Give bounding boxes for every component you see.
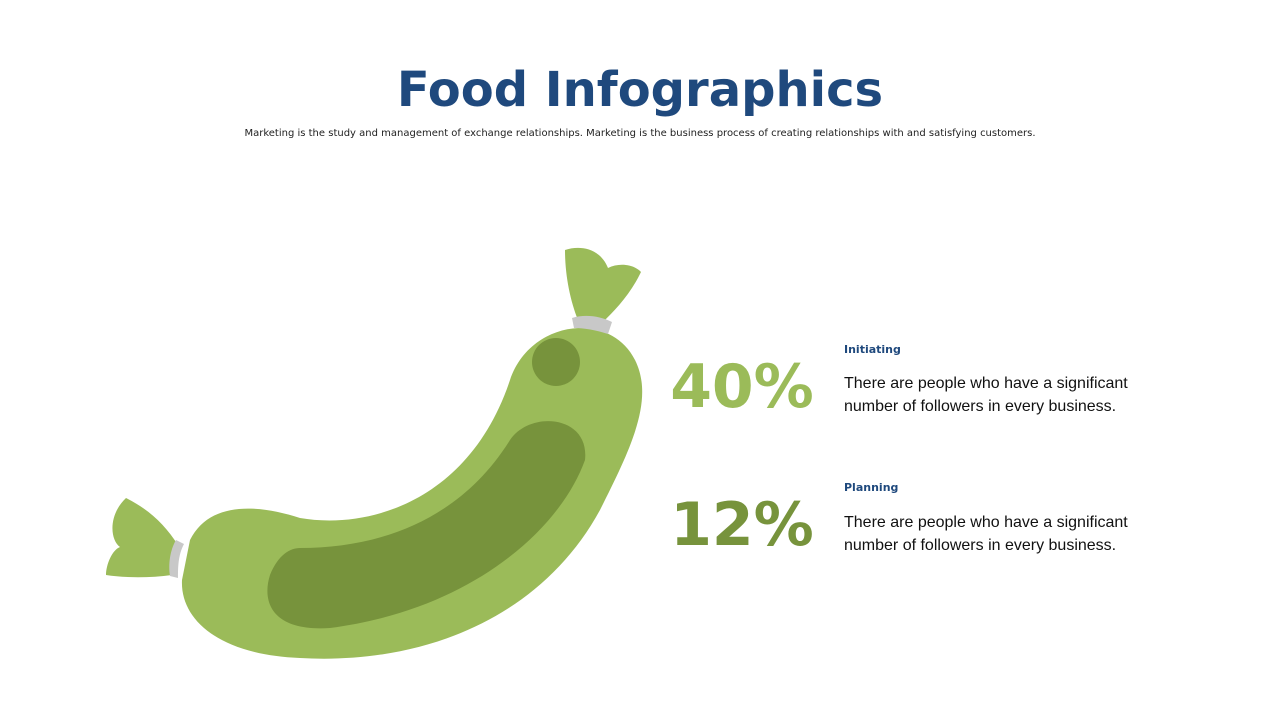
item-text: There are people who have a significant … — [844, 375, 1128, 415]
item-label: Planning — [844, 481, 899, 494]
title: Food Infographics — [396, 62, 884, 118]
item-label: Initiating — [844, 343, 901, 356]
percent: 12% — [670, 490, 814, 560]
percent: 40% — [670, 352, 814, 422]
item-text: There are people who have a significant … — [844, 514, 1128, 554]
subtitle: Marketing is the study and management of… — [244, 128, 1036, 139]
